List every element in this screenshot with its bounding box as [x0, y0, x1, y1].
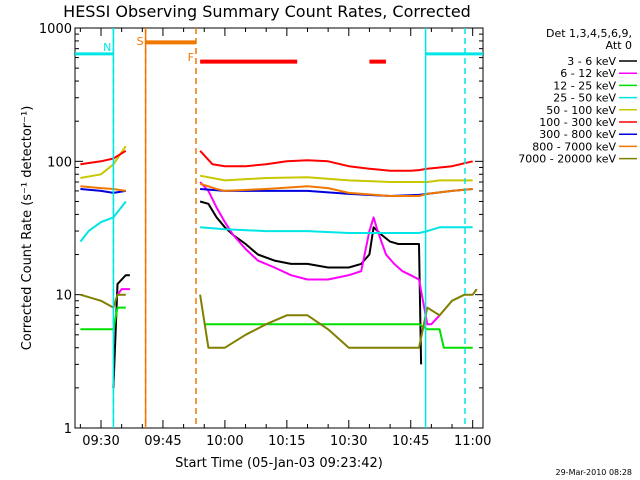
flag-label-f: F [188, 51, 194, 64]
x-tick-label: 09:45 [144, 434, 181, 449]
series-line [199, 182, 473, 197]
series-line [199, 181, 441, 326]
legend-header-line-2: Att 0 [606, 39, 632, 52]
flag-label-n: N [103, 41, 111, 54]
series-line [199, 150, 473, 172]
status-flag-lines: N S F [103, 28, 466, 428]
x-tick-label: 10:30 [330, 434, 367, 449]
y-tick-label: 1000 [39, 22, 72, 37]
series-line [199, 174, 473, 183]
series-line [80, 188, 126, 194]
series-line [112, 274, 130, 388]
series-line [80, 306, 126, 331]
series-line [80, 149, 127, 166]
x-tick-label: 10:15 [268, 434, 305, 449]
legend-entry-label: 12 - 25 keV [553, 79, 616, 92]
plot-frame [74, 27, 484, 429]
x-axis-label: Start Time (05-Jan-03 09:23:42) [175, 456, 383, 471]
flag-label-s: S [137, 35, 144, 48]
legend-header-line-1: Det 1,3,4,5,6,9, [546, 27, 632, 40]
y-tick-label: 100 [47, 155, 72, 170]
x-axis-ticks: 09:30 09:45 10:00 10:15 10:30 10:45 11:00 [79, 28, 491, 449]
legend-entry-label: 25 - 50 keV [553, 92, 616, 105]
series-line [80, 145, 127, 179]
series-line [199, 288, 478, 349]
legend-entry-label: 800 - 7000 keV [532, 140, 616, 153]
legend-entry-label: 100 - 300 keV [539, 116, 616, 129]
y-axis-ticks: 1 10 100 1000 [39, 22, 483, 437]
x-tick-label: 11:00 [454, 434, 491, 449]
series-line [200, 226, 473, 234]
legend-entry-label: 3 - 6 keV [567, 55, 616, 68]
series-layer [79, 145, 478, 388]
legend-entry-label: 50 - 100 keV [546, 104, 616, 117]
status-flag-bars [75, 40, 483, 64]
y-axis-label: Corrected Count Rate (s⁻¹ detector⁻¹) [20, 106, 35, 351]
footer-timestamp: 29-Mar-2010 08:28 [556, 468, 633, 477]
chart-title: HESSI Observing Summary Count Rates, Cor… [63, 2, 471, 21]
series-line [80, 293, 126, 309]
series-line [204, 323, 473, 349]
series-line [80, 185, 126, 192]
x-tick-label: 10:45 [392, 434, 429, 449]
x-tick-label: 09:30 [82, 434, 119, 449]
legend-entry-label: 300 - 800 keV [539, 128, 616, 141]
y-tick-label: 1 [64, 422, 72, 437]
y-tick-label: 10 [55, 289, 72, 304]
series-line [116, 288, 130, 296]
series-line [199, 200, 423, 365]
legend-entry-label: 6 - 12 keV [560, 67, 616, 80]
series-line [79, 200, 127, 243]
legend-entry-label: 7000 - 20000 keV [518, 153, 616, 166]
x-tick-label: 10:00 [206, 434, 243, 449]
